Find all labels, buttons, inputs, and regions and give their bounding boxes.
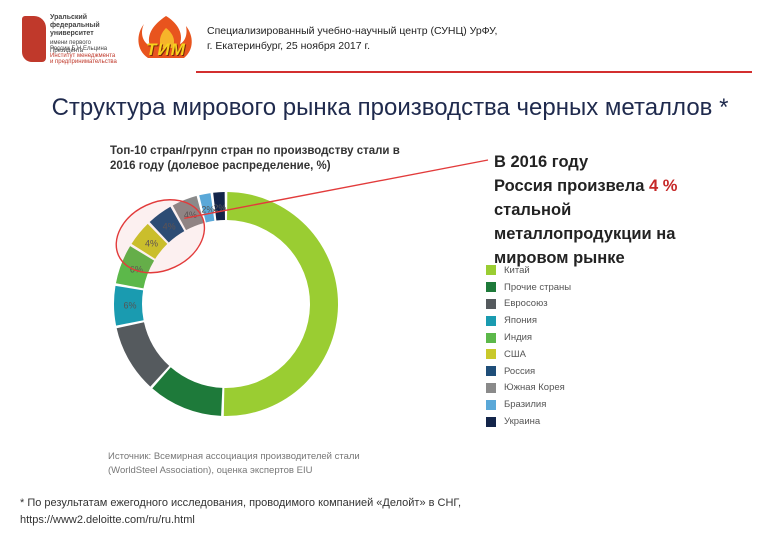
urfu-logo-line: федеральный: [50, 22, 100, 29]
tim-flame-icon: [138, 16, 192, 58]
urfu-logo-line: Уральский: [50, 14, 88, 21]
data-label-6: 4%: [145, 238, 158, 248]
legend-swatch: [486, 416, 496, 427]
urfu-logo-line: Институт менеджмента: [50, 53, 116, 59]
legend-swatch: [486, 399, 496, 410]
legend-swatch: [486, 315, 496, 326]
legend-item: США: [486, 346, 606, 363]
data-label-9: 2%: [201, 205, 214, 215]
donut-slices: [114, 192, 339, 416]
urfu-logo: Уральский федеральный университет имени …: [22, 14, 117, 66]
legend-item: Бразилия: [486, 396, 606, 413]
legend-swatch: [486, 282, 496, 293]
legend-item: Евросоюз: [486, 296, 606, 313]
donut-slice-10: [213, 192, 225, 221]
legend-label: Прочие страны: [504, 281, 572, 293]
callout-line-3: стальной: [494, 201, 572, 219]
legend-label: США: [504, 348, 526, 360]
data-label-10: 2%: [213, 203, 226, 213]
data-label-2: 11%: [193, 360, 210, 370]
legend-label: Южная Корея: [504, 382, 565, 394]
donut-slice-7: [149, 206, 185, 243]
header-org-line: Специализированный учебно-научный центр …: [207, 25, 498, 37]
urfu-logo-line: и предпринимательства: [50, 59, 117, 65]
donut-slice-8: [172, 195, 204, 231]
data-label-7: 4%: [163, 222, 176, 232]
legend-swatch: [486, 382, 496, 393]
legend-label: Евросоюз: [504, 298, 548, 310]
chart-legend: Китай Прочие страны Евросоюз Япония Индия США…: [486, 262, 606, 430]
callout-line-2: Россия произвела 4 %: [494, 174, 744, 198]
legend-label: Украина: [504, 416, 541, 428]
data-label-1: 50%: [283, 300, 301, 310]
donut-data-labels: 50% 11% 10% 6% 6% 4% 4% 4% 2%2%: [124, 203, 301, 370]
urfu-logo-line: имени первого Президента: [50, 40, 91, 54]
donut-slice-3: [116, 322, 170, 387]
page-title: Структура мирового рынка производства че…: [51, 94, 729, 121]
donut-slice-5: [115, 246, 155, 289]
legend-swatch: [486, 332, 496, 343]
legend-item: Китай: [486, 262, 606, 279]
header-divider: [196, 71, 752, 73]
donut-slice-4: [114, 285, 144, 326]
data-label-3: 10%: [160, 332, 178, 342]
legend-item: Южная Корея: [486, 380, 606, 397]
callout-pointer-line: [184, 159, 489, 219]
callout-line-5: мировом рынке: [494, 249, 625, 267]
callout-line-4: металлопродукции на: [494, 225, 676, 243]
header-date-line: г. Екатеринбург, 25 ноября 2017 г.: [207, 40, 370, 52]
legend-item: Япония: [486, 312, 606, 329]
russia-highlight-ellipse: [115, 199, 206, 274]
callout-prefix: Россия произвела: [494, 177, 649, 195]
urfu-logo-line: России Б.Н.Ельцина: [50, 46, 108, 52]
urfu-emblem-icon: [22, 16, 46, 62]
legend-item: Индия: [486, 329, 606, 346]
tim-logo: ТИМ: [136, 14, 196, 66]
legend-label: Бразилия: [504, 399, 547, 411]
legend-label: Индия: [504, 332, 533, 344]
legend-label: Россия: [504, 365, 536, 377]
legend-item: Прочие страны: [486, 279, 606, 296]
legend-swatch: [486, 349, 496, 360]
donut-slice-9: [199, 193, 215, 223]
data-label-5: 6%: [130, 265, 143, 275]
donut-slice-2: [152, 367, 223, 416]
chart-title: Топ-10 стран/групп стран по производству…: [110, 145, 400, 172]
legend-item: Украина: [486, 413, 606, 430]
data-label-8: 4%: [184, 210, 197, 220]
legend-label: Китай: [504, 264, 530, 276]
legend-item: Россия: [486, 363, 606, 380]
legend-swatch: [486, 298, 496, 309]
legend-swatch: [486, 265, 496, 276]
source-note: Источник: Всемирная ассоциация производи…: [108, 451, 360, 476]
legend-swatch: [486, 366, 496, 377]
callout-value: 4 %: [648, 177, 678, 195]
donut-slice-1: [223, 192, 339, 416]
russia-callout: В 2016 году Россия произвела 4 % стально…: [494, 150, 744, 270]
callout-line-1: В 2016 году: [494, 153, 589, 171]
footnote: * По результатам ежегодного исследования…: [20, 497, 462, 526]
data-label-4: 6%: [124, 301, 137, 311]
legend-label: Япония: [504, 315, 537, 327]
tim-logo-text: ТИМ: [146, 40, 186, 59]
donut-slice-6: [131, 223, 168, 259]
header-info: Специализированный учебно-научный центр …: [207, 24, 497, 54]
urfu-logo-line: университет: [50, 30, 94, 37]
